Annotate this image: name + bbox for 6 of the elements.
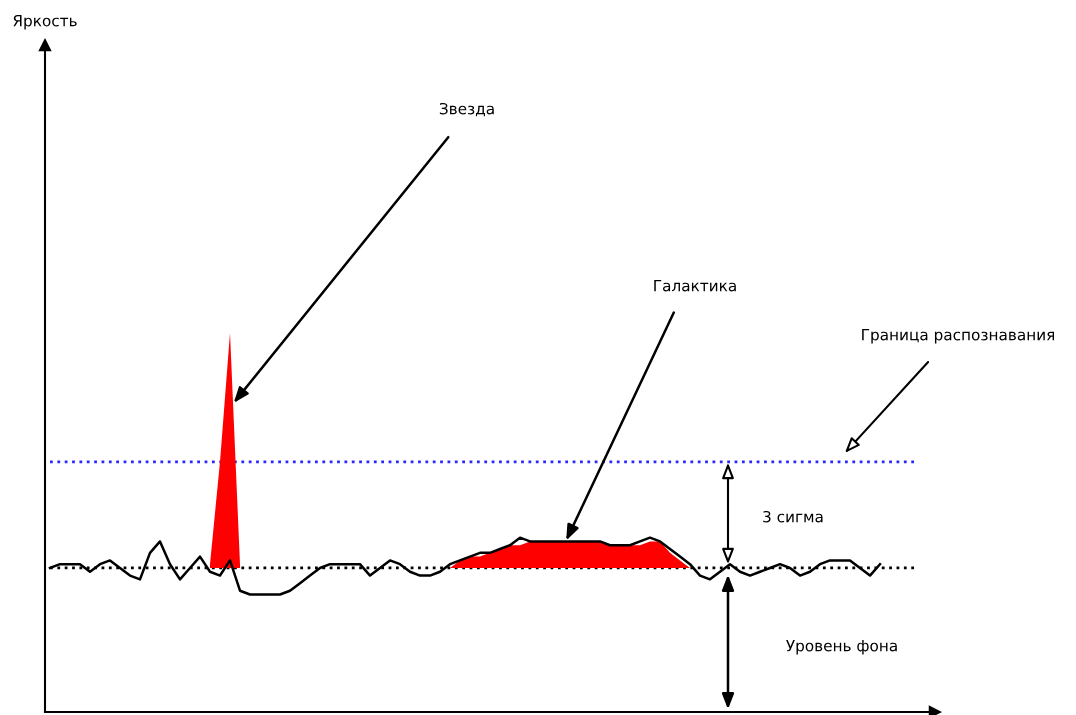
text: Галактика [654,280,736,292]
text: Звезда [439,102,494,117]
text: Яркость [13,15,77,30]
annotation: Уровень фона [786,640,897,655]
annotation: Граница распознавания [862,329,1055,344]
annotation: 3 сигма [763,510,823,523]
